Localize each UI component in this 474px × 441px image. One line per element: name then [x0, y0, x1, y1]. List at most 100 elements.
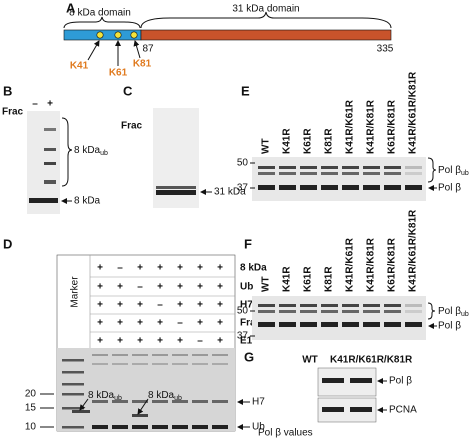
sign: + [177, 282, 183, 293]
lane-label: K81R [324, 266, 335, 292]
sign: + [197, 263, 203, 274]
band-label: Pol βub [438, 165, 469, 177]
band-label-sub: ub [461, 311, 469, 318]
band [258, 166, 275, 169]
arrow [87, 40, 100, 61]
band [363, 185, 380, 190]
sign: + [137, 336, 143, 347]
band [342, 322, 359, 327]
band [405, 322, 422, 327]
sign: + [117, 282, 123, 293]
site [114, 31, 122, 39]
brace [63, 16, 141, 29]
band [212, 354, 228, 356]
band [62, 359, 84, 362]
band [132, 414, 148, 417]
frac-label: Frac [121, 121, 143, 132]
band [72, 410, 90, 413]
band [342, 185, 359, 190]
sign: + [117, 336, 123, 347]
residue-label: 87 [142, 44, 154, 55]
band [258, 310, 275, 313]
sign: + [177, 336, 183, 347]
band [132, 425, 148, 429]
site-label: K41 [70, 61, 89, 72]
band [62, 426, 84, 429]
band-label: Pol β [438, 183, 461, 194]
footer-label: Pol β values [258, 428, 313, 439]
site [96, 31, 104, 39]
site [130, 31, 138, 39]
band [44, 180, 56, 184]
band [92, 400, 108, 403]
band [258, 172, 275, 175]
band [321, 185, 338, 190]
sign: + [157, 318, 163, 329]
brace [427, 302, 436, 320]
band [44, 128, 56, 131]
band-label-main: Pol β [438, 165, 461, 176]
band [405, 304, 422, 307]
band [322, 407, 344, 412]
sign: + [97, 318, 103, 329]
lane-label: K41R/K61R/K81R [408, 209, 419, 292]
band [62, 407, 84, 410]
sign: + [217, 282, 223, 293]
band [132, 354, 148, 356]
band-label: H7 [252, 397, 265, 408]
blot [252, 157, 426, 201]
band [92, 425, 108, 429]
band-label-sub: ub [461, 170, 469, 177]
band [384, 310, 401, 313]
frac-label: Frac [2, 107, 24, 118]
panel-letter: C [123, 83, 133, 98]
sign: + [197, 318, 203, 329]
band-label: PCNA [389, 405, 417, 416]
lane-label: K41R [282, 128, 293, 154]
band [156, 190, 196, 195]
band [350, 378, 372, 383]
band [279, 185, 296, 190]
band [321, 166, 338, 169]
sign: + [157, 336, 163, 347]
band [192, 354, 208, 356]
band [300, 166, 317, 169]
band [212, 363, 228, 365]
panel-letter: A [66, 0, 76, 15]
arrow [137, 398, 149, 415]
sign: + [217, 336, 223, 347]
condition-label: H7 [240, 300, 253, 311]
sign: + [117, 300, 123, 311]
lane-label: K61R [303, 128, 314, 154]
band-label: Pol βub [438, 306, 469, 318]
band [152, 425, 168, 429]
mw-label: 10 [25, 422, 37, 433]
band [62, 393, 84, 396]
band [342, 310, 359, 313]
sign: – [137, 282, 143, 293]
lane-label: K41R/K61R/K81R [330, 355, 413, 366]
domain-label: 8 kDa domain [69, 8, 131, 19]
band [342, 166, 359, 169]
lane-label: K61R/K81R [387, 99, 398, 154]
band-label: 8 kDaub [88, 390, 122, 402]
domain-label: 31 kDa domain [232, 4, 299, 15]
band [192, 400, 208, 403]
brace [140, 11, 392, 29]
band-label: Ub [252, 422, 265, 433]
blot [252, 296, 426, 340]
band [342, 304, 359, 307]
band-label: Pol β [438, 321, 461, 332]
lane-label: K81R [324, 128, 335, 154]
marker-label: Marker [70, 276, 81, 308]
site-label: K61 [109, 68, 128, 79]
sign: – [197, 336, 203, 347]
mw-label: 20 [25, 389, 37, 400]
sign: + [217, 263, 223, 274]
sign: + [177, 300, 183, 311]
band [300, 310, 317, 313]
sign: – [157, 300, 163, 311]
band [279, 310, 296, 313]
band [112, 354, 128, 356]
band [342, 172, 359, 175]
